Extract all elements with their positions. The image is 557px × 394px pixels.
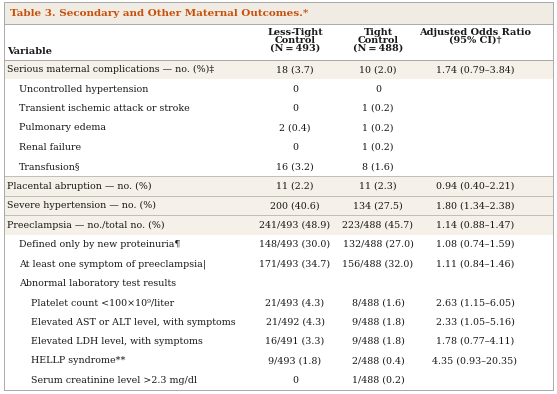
Text: Control: Control	[358, 36, 398, 45]
Text: Serious maternal complications — no. (%)‡: Serious maternal complications — no. (%)…	[7, 65, 214, 74]
Bar	[4, 24, 553, 60]
Text: 16 (3.2): 16 (3.2)	[276, 162, 314, 171]
Text: 0: 0	[292, 143, 298, 152]
Text: 1.14 (0.88–1.47): 1.14 (0.88–1.47)	[436, 221, 514, 229]
Text: 9/488 (1.8): 9/488 (1.8)	[351, 337, 404, 346]
Text: 8/488 (1.6): 8/488 (1.6)	[351, 298, 404, 307]
Text: 10 (2.0): 10 (2.0)	[359, 65, 397, 74]
Text: (N = 488): (N = 488)	[353, 43, 403, 52]
Text: Elevated AST or ALT level, with symptoms: Elevated AST or ALT level, with symptoms	[31, 318, 236, 327]
Text: 1 (0.2): 1 (0.2)	[362, 123, 394, 132]
Text: 11 (2.3): 11 (2.3)	[359, 182, 397, 191]
Text: 0: 0	[292, 85, 298, 94]
Text: 9/493 (1.8): 9/493 (1.8)	[268, 357, 321, 365]
Text: 1/488 (0.2): 1/488 (0.2)	[351, 376, 404, 385]
Text: 134 (27.5): 134 (27.5)	[353, 201, 403, 210]
Text: 2/488 (0.4): 2/488 (0.4)	[351, 357, 404, 365]
Text: Table 3. Secondary and Other Maternal Outcomes.*: Table 3. Secondary and Other Maternal Ou…	[10, 9, 309, 17]
Text: Severe hypertension — no. (%): Severe hypertension — no. (%)	[7, 201, 156, 210]
Text: 0.94 (0.40–2.21): 0.94 (0.40–2.21)	[436, 182, 514, 191]
Text: 21/492 (4.3): 21/492 (4.3)	[266, 318, 325, 327]
Text: (N = 493): (N = 493)	[270, 43, 320, 52]
Text: Preeclampsia — no./total no. (%): Preeclampsia — no./total no. (%)	[7, 220, 165, 230]
Text: Control: Control	[275, 36, 315, 45]
Text: 156/488 (32.0): 156/488 (32.0)	[343, 259, 413, 268]
Text: 16/491 (3.3): 16/491 (3.3)	[265, 337, 325, 346]
Text: Renal failure: Renal failure	[19, 143, 81, 152]
Bar	[4, 177, 553, 196]
Text: Abnormal laboratory test results: Abnormal laboratory test results	[19, 279, 176, 288]
Text: 0: 0	[292, 104, 298, 113]
Text: Variable: Variable	[7, 47, 52, 56]
Text: At least one symptom of preeclampsia|: At least one symptom of preeclampsia|	[19, 259, 206, 269]
Text: 11 (2.2): 11 (2.2)	[276, 182, 314, 191]
Text: 1.78 (0.77–4.11): 1.78 (0.77–4.11)	[436, 337, 514, 346]
Text: HELLP syndrome**: HELLP syndrome**	[31, 357, 125, 365]
Text: 200 (40.6): 200 (40.6)	[270, 201, 320, 210]
Text: 171/493 (34.7): 171/493 (34.7)	[260, 259, 330, 268]
Text: 8 (1.6): 8 (1.6)	[362, 162, 394, 171]
Text: 1.08 (0.74–1.59): 1.08 (0.74–1.59)	[436, 240, 514, 249]
Text: (95% CI)†: (95% CI)†	[449, 36, 501, 45]
Text: 0: 0	[375, 85, 381, 94]
Text: 0: 0	[292, 376, 298, 385]
Text: 1.74 (0.79–3.84): 1.74 (0.79–3.84)	[436, 65, 514, 74]
Text: Serum creatinine level >2.3 mg/dl: Serum creatinine level >2.3 mg/dl	[31, 376, 197, 385]
Text: 148/493 (30.0): 148/493 (30.0)	[260, 240, 330, 249]
Text: Elevated LDH level, with symptoms: Elevated LDH level, with symptoms	[31, 337, 203, 346]
Text: Defined only by new proteinuria¶: Defined only by new proteinuria¶	[19, 240, 180, 249]
Bar	[4, 215, 553, 235]
Text: 18 (3.7): 18 (3.7)	[276, 65, 314, 74]
Text: Platelet count <100×10⁹/liter: Platelet count <100×10⁹/liter	[31, 298, 174, 307]
Text: Placental abruption — no. (%): Placental abruption — no. (%)	[7, 182, 152, 191]
Text: 1.80 (1.34–2.38): 1.80 (1.34–2.38)	[436, 201, 514, 210]
Text: 2.63 (1.15–6.05): 2.63 (1.15–6.05)	[436, 298, 515, 307]
Text: 2.33 (1.05–5.16): 2.33 (1.05–5.16)	[436, 318, 515, 327]
Text: 1 (0.2): 1 (0.2)	[362, 143, 394, 152]
Bar	[4, 2, 553, 24]
Text: Transfusion§: Transfusion§	[19, 162, 81, 171]
Text: 132/488 (27.0): 132/488 (27.0)	[343, 240, 413, 249]
Text: Less-Tight: Less-Tight	[267, 28, 323, 37]
Text: 9/488 (1.8): 9/488 (1.8)	[351, 318, 404, 327]
Bar	[4, 196, 553, 215]
Text: 241/493 (48.9): 241/493 (48.9)	[260, 221, 330, 229]
Text: 223/488 (45.7): 223/488 (45.7)	[343, 221, 413, 229]
Text: Adjusted Odds Ratio: Adjusted Odds Ratio	[419, 28, 531, 37]
Text: 1.11 (0.84–1.46): 1.11 (0.84–1.46)	[436, 259, 514, 268]
Text: 21/493 (4.3): 21/493 (4.3)	[266, 298, 325, 307]
Text: Uncontrolled hypertension: Uncontrolled hypertension	[19, 85, 148, 94]
Text: 1 (0.2): 1 (0.2)	[362, 104, 394, 113]
Text: 2 (0.4): 2 (0.4)	[279, 123, 311, 132]
Bar	[4, 60, 553, 80]
Text: Tight: Tight	[363, 28, 393, 37]
Text: 4.35 (0.93–20.35): 4.35 (0.93–20.35)	[432, 357, 517, 365]
Text: Transient ischemic attack or stroke: Transient ischemic attack or stroke	[19, 104, 190, 113]
Text: Pulmonary edema: Pulmonary edema	[19, 123, 106, 132]
